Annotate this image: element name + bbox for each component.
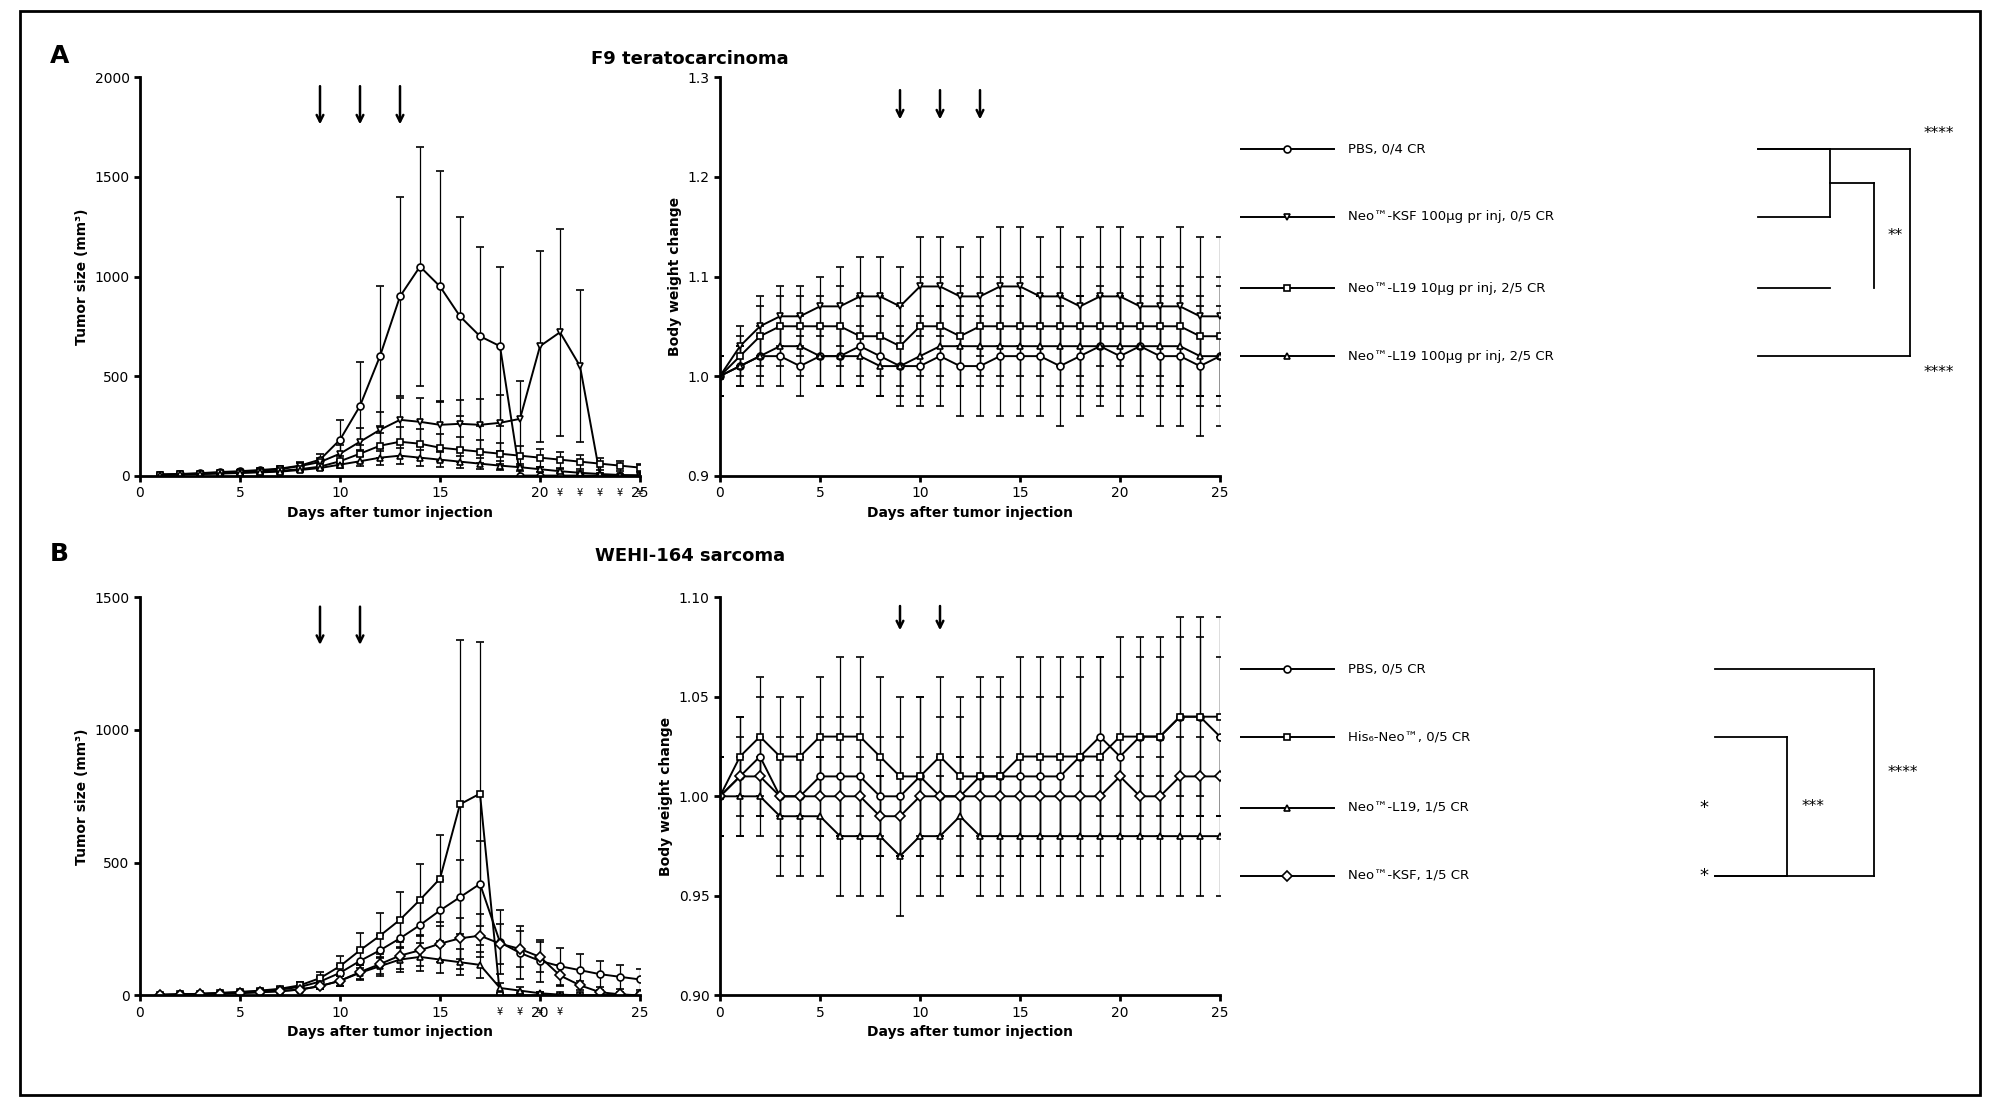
Text: WEHI-164 sarcoma: WEHI-164 sarcoma bbox=[594, 547, 786, 565]
Text: ¥: ¥ bbox=[496, 1008, 504, 1018]
Text: ****: **** bbox=[1888, 765, 1918, 780]
Y-axis label: Body weight change: Body weight change bbox=[660, 717, 674, 876]
Text: ****: **** bbox=[1924, 126, 1954, 140]
Text: **: ** bbox=[1888, 228, 1904, 243]
Text: ¥: ¥ bbox=[616, 488, 624, 498]
Text: His₆-Neo™, 0/5 CR: His₆-Neo™, 0/5 CR bbox=[1348, 730, 1470, 743]
Text: *: * bbox=[1700, 867, 1708, 885]
Text: PBS, 0/5 CR: PBS, 0/5 CR bbox=[1348, 662, 1426, 676]
Text: ***: *** bbox=[1802, 799, 1824, 814]
Y-axis label: Body weight change: Body weight change bbox=[668, 197, 682, 356]
Text: ¥: ¥ bbox=[576, 488, 584, 498]
Text: PBS, 0/4 CR: PBS, 0/4 CR bbox=[1348, 143, 1426, 156]
Text: ¥: ¥ bbox=[556, 1008, 564, 1018]
Y-axis label: Tumor size (mm³): Tumor size (mm³) bbox=[74, 208, 88, 345]
X-axis label: Days after tumor injection: Days after tumor injection bbox=[288, 505, 492, 520]
Text: *: * bbox=[1700, 800, 1708, 817]
X-axis label: Days after tumor injection: Days after tumor injection bbox=[868, 1025, 1072, 1040]
Text: B: B bbox=[50, 542, 68, 566]
Text: ****: **** bbox=[1924, 365, 1954, 379]
X-axis label: Days after tumor injection: Days after tumor injection bbox=[868, 505, 1072, 520]
Text: F9 teratocarcinoma: F9 teratocarcinoma bbox=[592, 50, 788, 67]
Text: ¥: ¥ bbox=[556, 488, 564, 498]
Text: A: A bbox=[50, 44, 70, 69]
X-axis label: Days after tumor injection: Days after tumor injection bbox=[288, 1025, 492, 1040]
Text: ¥: ¥ bbox=[596, 488, 604, 498]
Text: Neo™-KSF, 1/5 CR: Neo™-KSF, 1/5 CR bbox=[1348, 869, 1470, 883]
Text: Neo™-KSF 100μg pr inj, 0/5 CR: Neo™-KSF 100μg pr inj, 0/5 CR bbox=[1348, 210, 1554, 223]
Text: Neo™-L19, 1/5 CR: Neo™-L19, 1/5 CR bbox=[1348, 802, 1468, 815]
Text: ¥: ¥ bbox=[536, 1008, 544, 1018]
Text: Neo™-L19 10μg pr inj, 2/5 CR: Neo™-L19 10μg pr inj, 2/5 CR bbox=[1348, 282, 1546, 295]
Text: Neo™-L19 100μg pr inj, 2/5 CR: Neo™-L19 100μg pr inj, 2/5 CR bbox=[1348, 349, 1554, 363]
Text: ¥: ¥ bbox=[636, 488, 644, 498]
Text: ¥: ¥ bbox=[516, 1008, 524, 1018]
Y-axis label: Tumor size (mm³): Tumor size (mm³) bbox=[74, 728, 88, 865]
